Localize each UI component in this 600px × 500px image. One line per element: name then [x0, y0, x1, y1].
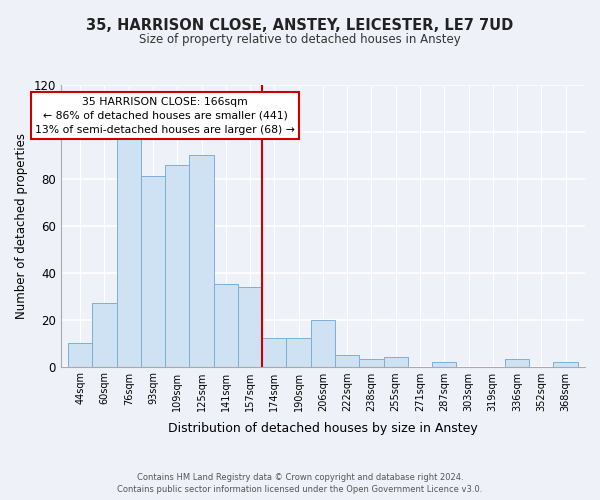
Text: Contains HM Land Registry data © Crown copyright and database right 2024.: Contains HM Land Registry data © Crown c… [137, 472, 463, 482]
Bar [165, 165, 190, 366]
Bar [214, 284, 238, 366]
Y-axis label: Number of detached properties: Number of detached properties [15, 133, 28, 319]
Bar [383, 357, 408, 366]
Bar [359, 360, 383, 366]
Bar [432, 362, 457, 366]
Bar [141, 176, 165, 366]
Bar [286, 338, 311, 366]
Bar [262, 338, 286, 366]
Text: 35 HARRISON CLOSE: 166sqm
← 86% of detached houses are smaller (441)
13% of semi: 35 HARRISON CLOSE: 166sqm ← 86% of detac… [35, 96, 295, 134]
Bar [311, 320, 335, 366]
Bar [190, 156, 214, 366]
Bar [92, 303, 116, 366]
Bar [238, 287, 262, 366]
Bar [553, 362, 578, 366]
X-axis label: Distribution of detached houses by size in Anstey: Distribution of detached houses by size … [168, 422, 478, 435]
Bar [116, 136, 141, 366]
Text: 35, HARRISON CLOSE, ANSTEY, LEICESTER, LE7 7UD: 35, HARRISON CLOSE, ANSTEY, LEICESTER, L… [86, 18, 514, 32]
Bar [68, 343, 92, 366]
Text: Contains public sector information licensed under the Open Government Licence v3: Contains public sector information licen… [118, 485, 482, 494]
Bar [505, 360, 529, 366]
Text: Size of property relative to detached houses in Anstey: Size of property relative to detached ho… [139, 32, 461, 46]
Bar [335, 355, 359, 366]
